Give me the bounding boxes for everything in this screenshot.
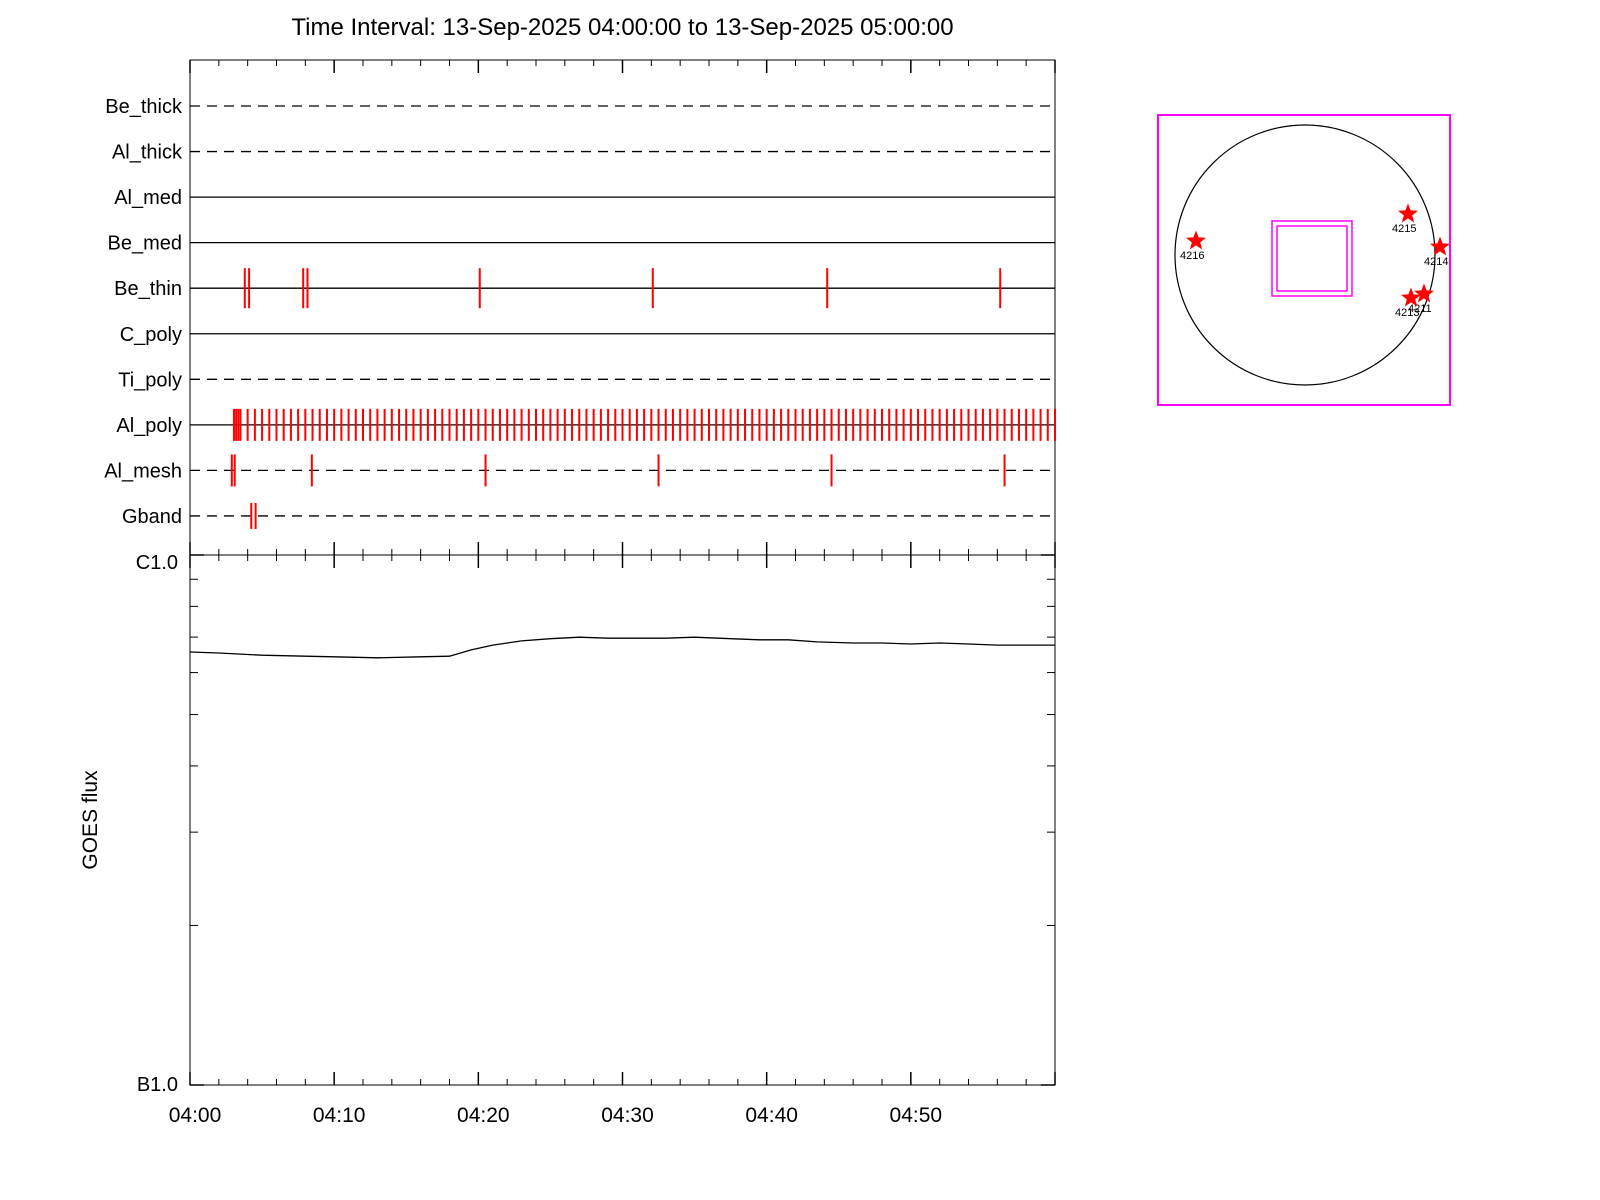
x-axis-label: 04:40 — [745, 1104, 798, 1127]
active-region-label: 4211 — [1408, 303, 1432, 315]
filter-timeline-panel: Be_thick Al_thick Al_med Be_med Be_thin C_pol… — [104, 59, 1056, 556]
solar-limb — [1174, 124, 1436, 386]
y-axis-title: GOES flux — [79, 770, 102, 870]
goes-panel-border — [189, 554, 1056, 1086]
timeline-panel-border — [189, 59, 1056, 556]
filter-row-label: Al_poly — [116, 415, 182, 437]
y-axis-top-label: C1.0 — [136, 552, 178, 574]
goes-flux-panel: C1.0 B1.0 GOES flux 04:00 04:10 04:20 04:30 04:… — [79, 552, 1056, 1127]
sun-frame — [1157, 114, 1451, 406]
x-axis-label: 04:00 — [169, 1104, 222, 1127]
filter-row-label: Be_thick — [105, 96, 183, 118]
xrt-fov-box — [1271, 220, 1353, 297]
x-axis-label: 04:50 — [890, 1104, 943, 1127]
active-region-star — [1401, 287, 1421, 307]
goes-flux-curve — [189, 636, 1055, 659]
active-region-star — [1414, 283, 1434, 303]
filter-row-label: Al_mesh — [104, 460, 182, 482]
active-region-label: 4216 — [1180, 250, 1204, 262]
active-region-star — [1430, 236, 1450, 256]
x-axis-label: 04:10 — [313, 1104, 366, 1127]
active-region-label: 4214 — [1424, 256, 1448, 268]
x-axis-label: 04:20 — [457, 1104, 510, 1127]
filter-row-label: Gband — [122, 506, 182, 528]
active-region-star — [1186, 230, 1206, 250]
xrt-fov-box — [1276, 225, 1348, 292]
filter-row-label: C_poly — [120, 324, 182, 346]
active-region-star — [1398, 203, 1418, 223]
filter-row-label: Ti_poly — [118, 369, 182, 391]
y-axis-bottom-label: B1.0 — [137, 1074, 178, 1096]
active-region-label: 4213 — [1395, 307, 1419, 319]
page-title: Time Interval: 13-Sep-2025 04:00:00 to 1… — [291, 14, 954, 41]
x-axis-label: 04:30 — [601, 1104, 654, 1127]
filter-row-label: Be_thin — [114, 278, 182, 300]
filter-row-label: Be_med — [108, 233, 183, 255]
active-region-label: 4215 — [1392, 223, 1416, 235]
filter-row-label: Al_thick — [112, 142, 183, 164]
filter-row-label: Al_med — [114, 187, 182, 209]
